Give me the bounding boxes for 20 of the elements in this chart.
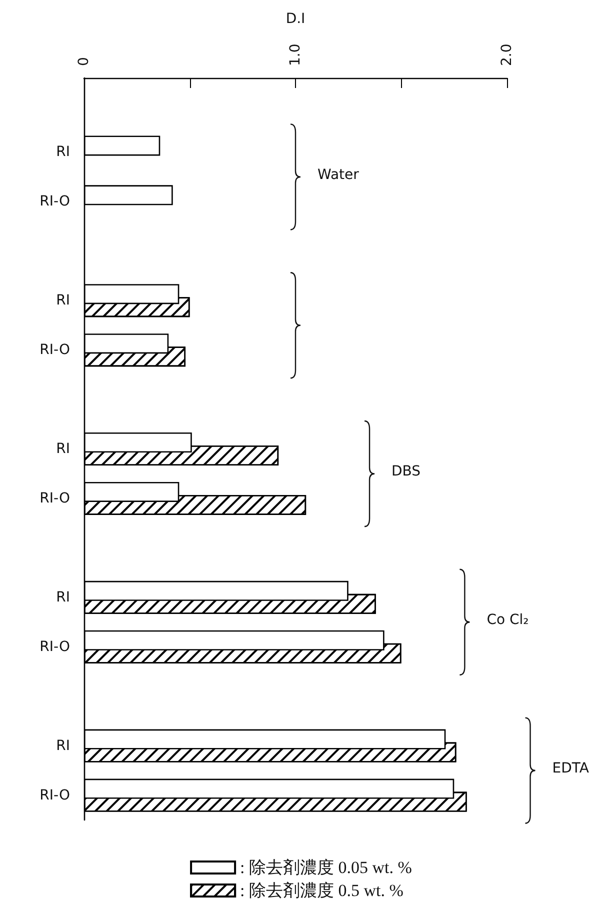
x-axis-title: D.I	[286, 11, 306, 27]
y-tick-label: RI	[56, 589, 70, 606]
y-tick-label: RI-O	[40, 490, 70, 506]
annotation: DBS	[392, 464, 421, 480]
legend-label: : 除去剤濃度 0.05 wt. %	[240, 858, 412, 877]
y-tick-label: RI-O	[40, 787, 70, 804]
y-tick-label: RI-O	[40, 638, 70, 655]
y-tick-label: RI	[56, 292, 70, 309]
y-tick-label: RI-O	[40, 194, 70, 210]
x-tick-label: 2.0	[499, 44, 515, 66]
annotation: Co Cl₂	[486, 612, 529, 628]
y-tick-label: RI	[56, 441, 70, 457]
text: EDTA	[552, 760, 590, 777]
y-tick-label: RI	[56, 738, 70, 754]
x-tick-label: 0	[76, 57, 92, 66]
annotation: Water	[318, 166, 360, 183]
y-tick-label: RI-O	[40, 342, 70, 358]
y-tick-label: RI	[56, 144, 70, 160]
legend-label: : 除去剤濃度 0.5 wt. %	[240, 881, 404, 900]
x-tick-label: 1.0	[288, 44, 304, 66]
